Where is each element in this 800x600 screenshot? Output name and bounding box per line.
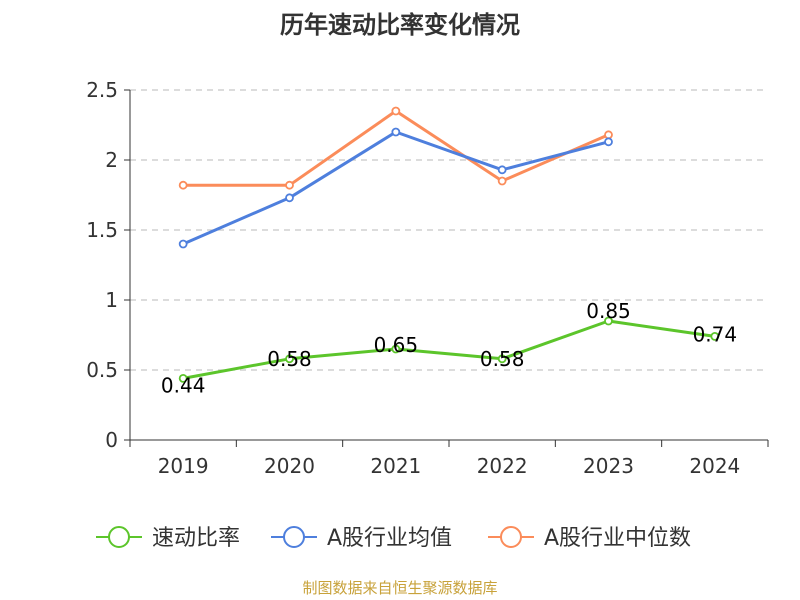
data-point[interactable] [604,130,613,140]
data-point[interactable] [178,373,188,383]
y-tick-label: 2 [105,148,118,172]
data-label: 0.65 [374,333,419,357]
data-label: 0.58 [480,347,525,371]
x-tick-label: 2021 [370,454,421,478]
x-tick-label: 2023 [583,454,634,478]
x-tick-label: 2022 [477,454,528,478]
data-point[interactable] [178,239,188,249]
y-tick-label: 2.5 [86,78,118,102]
y-tick-label: 0.5 [86,358,118,382]
data-point[interactable] [604,316,613,326]
series-2 [178,106,613,190]
chart-title: 历年速动比率变化情况 [280,11,520,39]
source-note: 制图数据来自恒生聚源数据库 [302,579,497,597]
legend-marker [108,526,130,548]
x-tick-label: 2019 [158,454,209,478]
data-point[interactable] [178,180,188,190]
x-tick-label: 2020 [264,454,315,478]
legend-label: A股行业中位数 [544,526,691,551]
data-point[interactable] [391,344,401,354]
series-lines [178,106,720,383]
data-point[interactable] [285,180,294,190]
y-tick-label: 0 [105,428,118,452]
legend-marker [500,526,522,548]
data-point[interactable] [391,106,401,116]
y-tick-label: 1 [105,288,118,312]
data-point[interactable] [604,137,613,147]
legend-marker [283,526,305,548]
data-label: 0.58 [267,347,312,371]
x-tick-label: 2024 [689,454,740,478]
grid-lines [130,89,768,371]
data-point[interactable] [497,165,507,175]
series-line [182,319,716,380]
data-point[interactable] [710,331,720,341]
data-label: 0.74 [693,322,738,346]
data-point[interactable] [391,127,401,137]
data-label: 0.85 [586,299,631,323]
data-point[interactable] [285,354,294,364]
series-line [182,130,609,246]
axes: 0 0.5 1 1.5 2 2.5 2019 2020 2021 2022 2023 2024 [86,78,769,478]
data-point[interactable] [497,176,507,186]
legend[interactable]: 速动比率 A股行业均值 A股行业中位数 [96,526,691,551]
legend-label: A股行业均值 [327,526,452,551]
legend-item[interactable]: 速动比率 [96,526,240,551]
legend-item[interactable]: A股行业均值 [271,526,452,551]
data-point[interactable] [285,193,294,203]
series-line [183,109,610,187]
data-labels: 0.44 0.58 0.65 0.58 0.85 0.74 [161,299,737,397]
y-tick-label: 1.5 [86,218,118,242]
series-0 [178,316,720,383]
data-label: 0.44 [161,373,206,397]
series-1 [178,127,613,249]
legend-label: 速动比率 [152,526,240,551]
data-point[interactable] [497,354,507,364]
legend-item[interactable]: A股行业中位数 [488,526,691,551]
